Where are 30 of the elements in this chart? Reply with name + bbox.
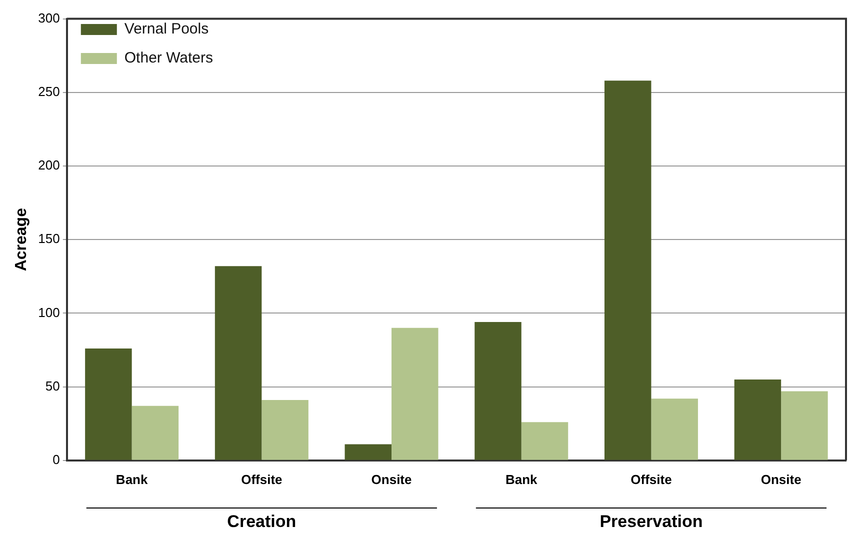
legend-label: Vernal Pools	[124, 20, 209, 38]
bar	[734, 379, 782, 460]
bar	[604, 80, 652, 460]
bar	[132, 406, 179, 460]
bar	[651, 398, 698, 460]
text: Preservation	[600, 512, 703, 532]
bar	[392, 328, 438, 460]
text: Creation	[227, 512, 296, 532]
y-tick-label: 250	[38, 84, 60, 99]
y-tick-label: 50	[45, 378, 60, 394]
y-tick-label: 200	[38, 158, 60, 173]
bar	[521, 422, 568, 460]
bar	[85, 348, 132, 460]
x-tick-label: Bank	[505, 472, 538, 487]
x-tick-label: Offsite	[241, 472, 282, 487]
x-tick-label: Offsite	[630, 472, 672, 487]
bar	[344, 444, 392, 460]
bar	[474, 322, 522, 460]
x-tick-label: Bank	[116, 472, 148, 487]
y-tick-label: 150	[38, 231, 60, 246]
y-tick-label: 100	[38, 304, 60, 320]
bar	[781, 391, 828, 460]
legend-label: Other Waters	[124, 50, 214, 67]
bar	[262, 400, 308, 460]
x-tick-label: Onsite	[371, 472, 412, 487]
bar	[214, 266, 262, 460]
y-tick-label: 0	[52, 452, 60, 467]
y-tick-label: 300	[38, 10, 60, 26]
y-axis-title: Acreage	[13, 208, 30, 272]
x-tick-label: Onsite	[760, 472, 802, 487]
